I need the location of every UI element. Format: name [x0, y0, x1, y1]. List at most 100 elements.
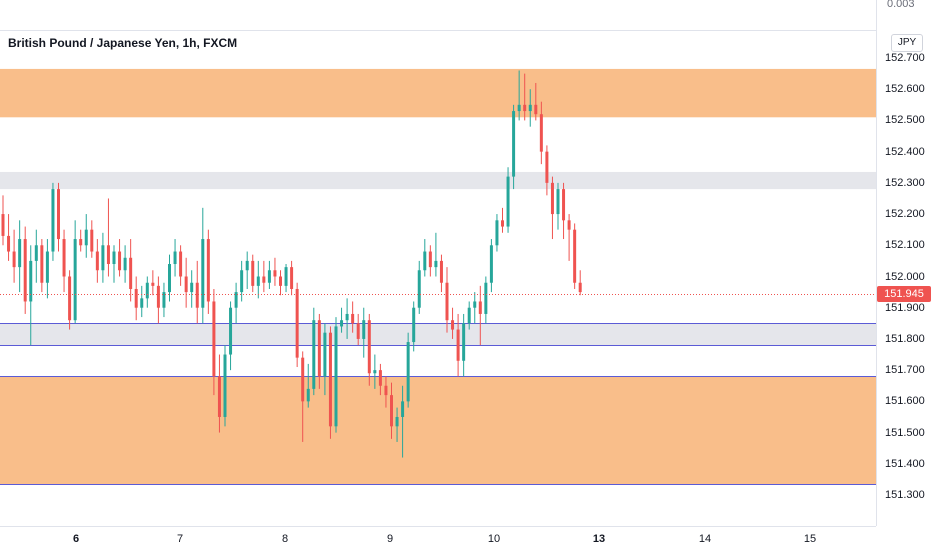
price-tick-label: 151.900	[885, 301, 925, 314]
candle-body	[317, 320, 321, 377]
candle-body	[362, 320, 366, 339]
candle-body	[240, 270, 244, 293]
candle-body	[439, 260, 443, 283]
price-tick-label: 152.100	[885, 239, 925, 252]
price-tick-label: 152.400	[885, 145, 925, 158]
candle-body	[290, 267, 294, 289]
candle-body	[229, 307, 233, 355]
candle-body	[545, 151, 549, 183]
candle-body	[378, 370, 382, 386]
price-axis[interactable]: 0.003 JPY 151.945 152.700 152.600 152.500 1…	[876, 0, 932, 526]
candle-body	[556, 189, 560, 215]
candle-body	[118, 251, 122, 271]
candle-body	[284, 267, 288, 286]
candle-body	[134, 288, 138, 308]
candle-body	[45, 251, 49, 283]
candle-body	[84, 229, 88, 246]
time-tick-label: 6	[72, 533, 80, 545]
candle-body	[173, 251, 177, 265]
candle-body	[1, 214, 5, 236]
candle-body	[57, 189, 60, 240]
price-tick-label: 152.300	[885, 176, 925, 189]
time-tick-label: 7	[176, 533, 184, 545]
candle-body	[206, 239, 210, 302]
candle-body	[373, 370, 377, 374]
candle-body	[145, 282, 149, 299]
price-tick-label: 151.400	[885, 457, 925, 470]
time-tick-label: 14	[698, 533, 712, 545]
candle-body	[340, 320, 344, 327]
candle-body	[190, 282, 194, 293]
time-axis[interactable]: 6 7 8 9 10 13 14 15	[0, 526, 876, 551]
price-tick-label: 151.300	[885, 489, 925, 501]
candle-body	[18, 239, 22, 268]
time-tick-label: 10	[487, 533, 501, 545]
candlestick-chart	[0, 68, 876, 485]
candle-body	[7, 235, 11, 252]
price-tick-label: 152.000	[885, 270, 925, 283]
candle-body	[79, 239, 83, 246]
candle-body	[151, 282, 155, 286]
candle-body	[251, 260, 255, 286]
candle-body	[23, 239, 27, 302]
chart-plot-area[interactable]	[0, 30, 876, 526]
price-tick-label: 151.500	[885, 426, 925, 439]
candle-body	[528, 104, 532, 112]
candle-body	[328, 332, 332, 427]
candle-body	[234, 292, 238, 308]
time-tick-label: 8	[281, 533, 289, 545]
time-tick-label: 9	[386, 533, 394, 545]
time-tick-label: 15	[803, 533, 817, 545]
candle-body	[68, 276, 72, 321]
candle-body	[578, 282, 582, 293]
candle-body	[156, 285, 160, 308]
price-tick-label: 151.700	[885, 364, 925, 377]
candle-body	[73, 239, 77, 321]
candle-body	[401, 401, 405, 417]
candle-body	[506, 176, 510, 227]
candle-body	[123, 257, 127, 271]
candle-body	[423, 251, 427, 271]
candle-body	[101, 245, 105, 271]
zone-3	[0, 376, 876, 485]
candle-body	[295, 288, 299, 358]
candle-body	[517, 104, 521, 112]
price-tick-label: 151.800	[885, 332, 925, 345]
price-tick-label: 152.600	[885, 83, 925, 96]
candle-body	[501, 220, 504, 227]
candle-body	[456, 329, 460, 361]
candle-body	[34, 245, 38, 261]
candle-body	[168, 264, 171, 293]
zone-0	[0, 68, 876, 118]
candle-body	[406, 342, 410, 402]
candle-body	[445, 282, 449, 321]
candle-body	[390, 395, 393, 427]
candle-body	[484, 282, 488, 314]
candle-body	[417, 270, 421, 308]
candle-body	[62, 239, 66, 277]
candle-body	[434, 260, 438, 268]
candle-body	[106, 245, 110, 265]
candle-body	[473, 301, 477, 308]
top-toolbar	[0, 0, 876, 31]
candle-body	[29, 260, 33, 302]
price-tick-label: 152.500	[885, 114, 925, 127]
candle-body	[306, 388, 310, 402]
candle-body	[523, 104, 527, 112]
top-axis-value: 0.003	[887, 0, 915, 10]
candle-body	[140, 298, 144, 308]
candle-body	[201, 239, 205, 308]
candle-body	[195, 282, 199, 308]
candle-body	[395, 416, 399, 427]
currency-button[interactable]: JPY	[891, 34, 923, 52]
candle-body	[223, 354, 227, 417]
candle-body	[95, 251, 99, 271]
candle-body	[534, 104, 538, 115]
candle-body	[334, 326, 338, 427]
price-tick-label: 151.600	[885, 395, 925, 408]
candle-body	[345, 313, 349, 321]
candle-body	[279, 276, 282, 286]
candle-body	[267, 270, 271, 283]
candle-body	[562, 189, 566, 221]
candle-body	[567, 220, 571, 230]
